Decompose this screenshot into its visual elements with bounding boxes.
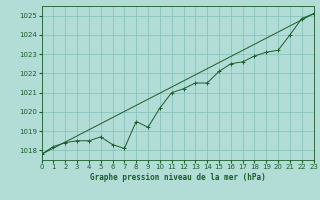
X-axis label: Graphe pression niveau de la mer (hPa): Graphe pression niveau de la mer (hPa) bbox=[90, 173, 266, 182]
